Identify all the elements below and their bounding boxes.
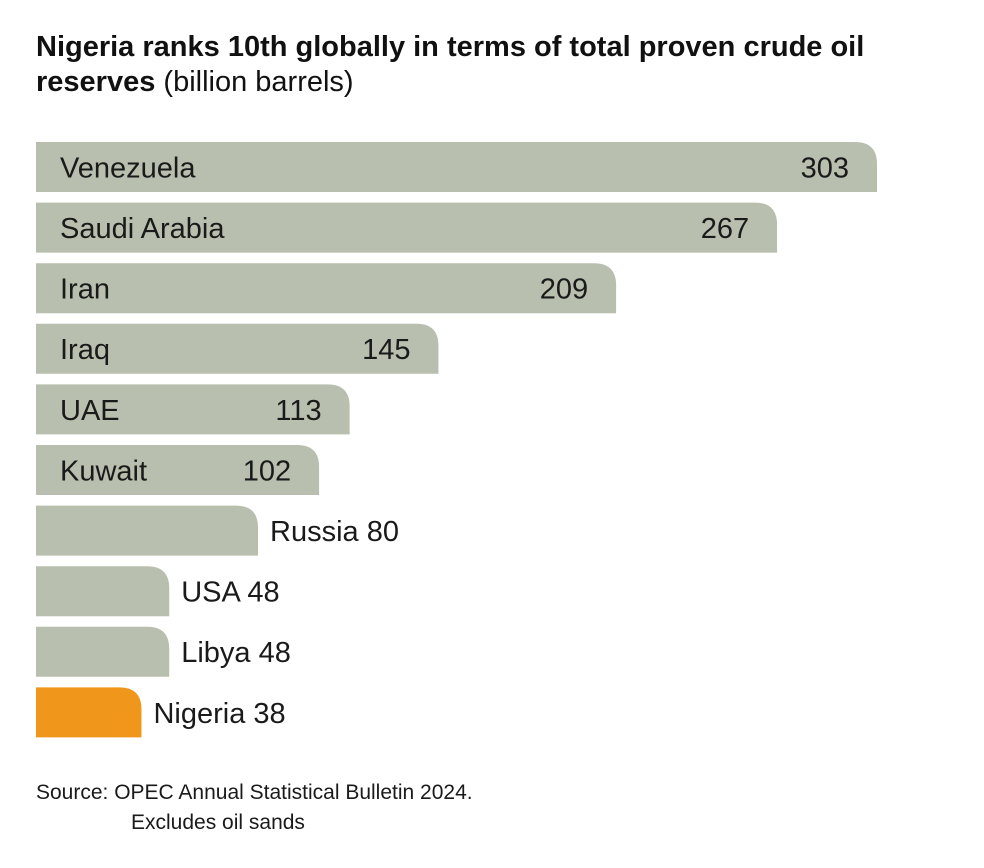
category-label-venezuela: Venezuela <box>60 152 196 184</box>
category-label-saudi-arabia: Saudi Arabia <box>60 213 225 245</box>
value-label-usa: 48 <box>247 577 279 609</box>
bar-group-nigeria: Nigeria 38 <box>36 687 286 738</box>
source-exclusion-note: Excludes oil sands <box>131 811 305 834</box>
chart-title: Nigeria ranks 10th globally in terms of … <box>36 30 966 100</box>
bar-group-iran: Iran 209 <box>36 263 617 314</box>
bar-group-libya: Libya 48 <box>36 626 291 677</box>
category-label-libya: Libya 48 <box>181 637 291 669</box>
bar-group-usa: USA 48 <box>36 566 280 617</box>
bar-libya <box>36 626 170 677</box>
value-label-iran: 209 <box>540 274 588 306</box>
value-label-russia: 80 <box>367 516 399 548</box>
value-label-saudi-arabia: 267 <box>701 213 749 245</box>
source-label: Source: OPEC Annual Statistical Bulletin… <box>36 781 473 804</box>
bar-group-russia: Russia 80 <box>36 505 399 556</box>
bar-group-saudi-arabia: Saudi Arabia 267 <box>36 202 778 253</box>
bar-nigeria <box>36 687 142 738</box>
bar-iraq <box>36 323 439 374</box>
value-label-iraq: 145 <box>362 334 410 366</box>
category-label-kuwait: Kuwait <box>60 455 147 487</box>
bar-chart: Venezuela 303 Saudi Arabia 267 Iran 209 Iraq 14… <box>36 142 877 738</box>
category-label-russia: Russia 80 <box>270 516 399 548</box>
bar-venezuela <box>36 142 877 192</box>
bar-group-kuwait: Kuwait 102 <box>36 445 320 495</box>
bar-usa <box>36 566 170 617</box>
category-name-libya: Libya <box>181 637 258 669</box>
category-name-usa: USA <box>181 577 247 609</box>
value-label-libya: 48 <box>259 637 291 669</box>
bar-group-uae: UAE 113 <box>36 384 350 435</box>
value-label-nigeria: 38 <box>253 698 285 730</box>
chart-title-main: Nigeria ranks 10th globally in terms of … <box>36 31 865 98</box>
category-label-iran: Iran <box>60 274 110 306</box>
bar-uae <box>36 384 350 435</box>
value-label-kuwait: 102 <box>243 455 291 487</box>
value-label-venezuela: 303 <box>801 152 849 184</box>
chart-title-unit: (billion barrels) <box>163 66 354 98</box>
value-label-uae: 113 <box>275 395 321 427</box>
category-label-usa: USA 48 <box>181 577 279 609</box>
bar-iran <box>36 263 617 314</box>
category-name-nigeria: Nigeria <box>153 698 253 730</box>
category-label-uae: UAE <box>60 395 120 427</box>
bar-group-venezuela: Venezuela 303 <box>36 142 877 192</box>
bar-russia <box>36 505 259 556</box>
bar-saudi-arabia <box>36 202 778 253</box>
category-label-nigeria: Nigeria 38 <box>153 698 285 730</box>
bar-group-iraq: Iraq 145 <box>36 323 439 374</box>
source-note: Source: OPEC Annual Statistical Bulletin… <box>36 778 473 838</box>
bar-kuwait <box>36 445 320 495</box>
category-name-russia: Russia <box>270 516 367 548</box>
category-label-iraq: Iraq <box>60 334 110 366</box>
